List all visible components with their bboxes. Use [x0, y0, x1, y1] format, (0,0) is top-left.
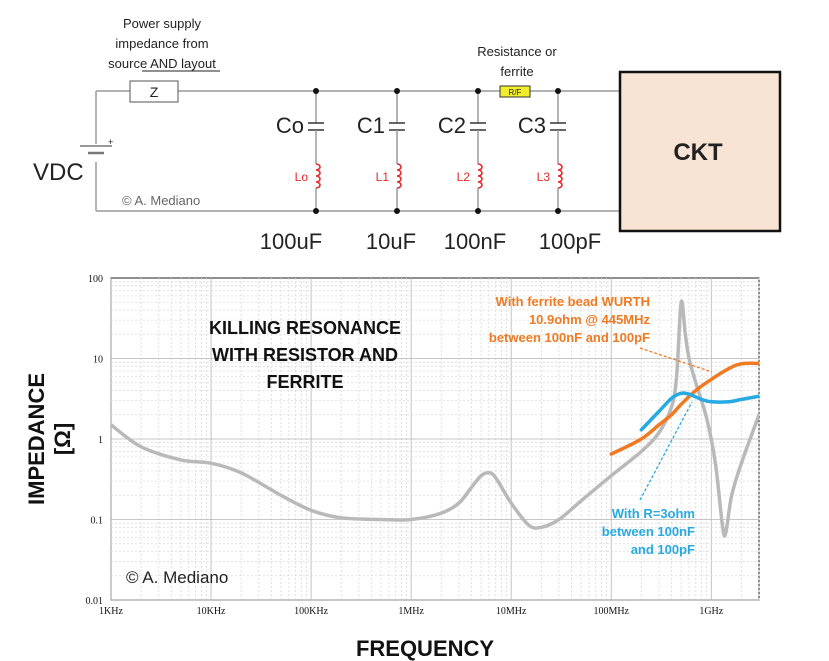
rf-label: R/F	[509, 88, 522, 97]
decoupling-schematic: Power supply impedance from source AND l…	[33, 16, 782, 254]
y-axis-title-line-1: IMPEDANCE	[24, 373, 49, 505]
capacitor-branch: C1 L1 10uF	[357, 88, 416, 254]
inductor-coil	[557, 163, 563, 189]
resistor-note-line-2: ferrite	[500, 64, 533, 79]
rf-box	[499, 85, 531, 98]
x-tick-label: 1MHz	[398, 606, 424, 617]
impedance-chart: 100 10 1 0.1 0.01 1KHz 10KHz 100KHz 1MHz 10MHz 10…	[24, 274, 760, 661]
junction-dot	[394, 208, 400, 214]
inductor-name: L2	[457, 170, 471, 184]
y-tick-label: 10	[93, 355, 103, 366]
x-tick-labels: 1KHz 10KHz 100KHz 1MHz 10MHz 100MHz 1GHz	[99, 606, 724, 617]
ferrite-impedance-curve	[609, 361, 759, 456]
plus-sign: +	[108, 137, 113, 147]
supply-note-line-1: Power supply	[123, 16, 202, 31]
x-tick-label: 10KHz	[197, 606, 226, 617]
inductor-name: L1	[376, 170, 390, 184]
ferrite-annotation-line-3: between 100nF and 100pF	[489, 330, 650, 345]
x-tick-label: 100KHz	[294, 606, 328, 617]
x-tick-label: 10MHz	[496, 606, 527, 617]
chart-title-line-1: KILLING RESONANCE	[209, 318, 401, 338]
junction-dot	[475, 88, 481, 94]
chart-grid	[110, 278, 760, 601]
ferrite-pointer	[639, 347, 713, 373]
resistor-pointer	[639, 401, 693, 501]
impedance-curves	[111, 299, 759, 538]
junction-dot	[555, 88, 561, 94]
supply-note-line-3: source AND layout	[108, 56, 216, 71]
resistor-annotation-line-3: and 100pF	[631, 542, 695, 557]
supply-note-line-2: impedance from	[115, 36, 208, 51]
ferrite-annotation-line-2: 10.9ohm @ 445MHz	[529, 312, 651, 327]
junction-dot	[394, 88, 400, 94]
chart-copyright: © A. Mediano	[126, 568, 228, 587]
y-tick-label: 100	[88, 274, 103, 285]
chart-title-line-3: FERRITE	[266, 372, 343, 392]
resistor-note-line-1: Resistance or	[477, 44, 557, 59]
x-tick-label: 1KHz	[99, 606, 123, 617]
capacitor-name: C2	[438, 113, 466, 138]
inductor-name: L3	[537, 170, 551, 184]
capacitor-branch: C2 L2 100nF	[438, 88, 506, 254]
capacitor-name: Co	[276, 113, 304, 138]
y-axis-title-line-2: [Ω]	[50, 423, 75, 455]
resistor-annotation-line-1: With R=3ohm	[612, 506, 695, 521]
inductor-coil	[477, 163, 483, 189]
resistor-annotation-line-2: between 100nF	[602, 524, 695, 539]
capacitor-value: 100pF	[539, 229, 601, 254]
inductor-name: Lo	[295, 170, 309, 184]
capacitor-branch: C3 L3 100pF	[518, 88, 601, 254]
z-label: Z	[150, 84, 159, 100]
capacitor-branches: Co Lo 100uF C1 L1 10uF C2 L2 100nF C3 L3 100pF	[260, 88, 601, 254]
capacitor-branch: Co Lo 100uF	[260, 88, 324, 254]
vdc-label: VDC	[33, 159, 84, 186]
y-tick-label: 0.1	[91, 516, 104, 527]
capacitor-name: C3	[518, 113, 546, 138]
y-tick-label: 1	[98, 435, 103, 446]
ckt-label: CKT	[673, 139, 723, 166]
x-tick-label: 1GHz	[699, 606, 723, 617]
ferrite-annotation-line-1: With ferrite bead WURTH	[496, 294, 650, 309]
junction-dot	[313, 88, 319, 94]
z-impedance-box	[129, 80, 179, 103]
inductor-coil	[396, 163, 402, 189]
baseline-impedance-curve	[111, 299, 759, 538]
resistor-impedance-curve	[639, 391, 759, 432]
battery-symbol	[80, 145, 112, 155]
capacitor-name: C1	[357, 113, 385, 138]
junction-dot	[475, 208, 481, 214]
chart-title-line-2: WITH RESISTOR AND	[212, 345, 398, 365]
x-tick-label: 100MHz	[593, 606, 629, 617]
x-axis-title: FREQUENCY	[356, 636, 494, 661]
junction-dot	[555, 208, 561, 214]
capacitor-value: 100nF	[444, 229, 506, 254]
ckt-block	[618, 70, 782, 233]
capacitor-value: 100uF	[260, 229, 322, 254]
capacitor-value: 10uF	[366, 229, 416, 254]
schematic-copyright: © A. Mediano	[122, 193, 200, 208]
junction-dot	[313, 208, 319, 214]
y-tick-labels: 100 10 1 0.1 0.01	[86, 274, 104, 607]
inductor-coil	[315, 163, 321, 189]
y-tick-label: 0.01	[86, 596, 104, 607]
schematic-wires	[95, 90, 620, 212]
